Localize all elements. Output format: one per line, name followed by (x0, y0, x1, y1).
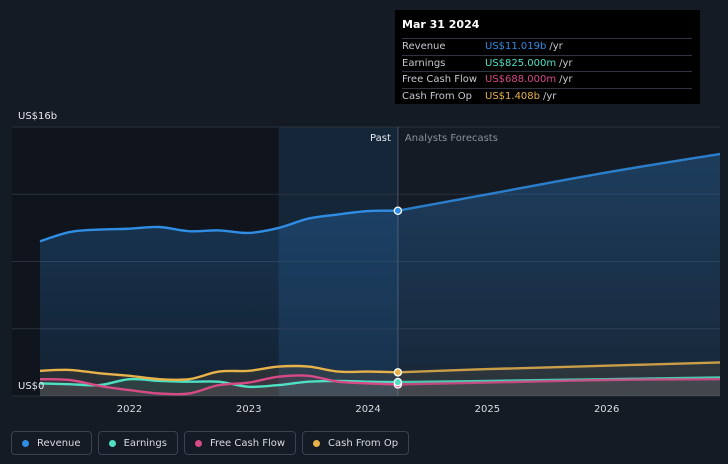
marker-revenue (393, 206, 403, 215)
x-tick-label: 2025 (475, 404, 500, 415)
tooltip-label: Earnings (402, 57, 446, 69)
tooltip-row-earnings: Earnings US$825.000m /yr (402, 54, 692, 72)
x-tick-label: 2026 (594, 404, 619, 415)
tooltip-row-free-cash-flow: Free Cash Flow US$688.000m /yr (402, 71, 692, 88)
marker-earnings (393, 377, 403, 387)
series-line-free-cash-flow (39, 374, 398, 396)
tooltip-label: Free Cash Flow (402, 74, 478, 85)
legend-dot-icon (194, 439, 202, 447)
past-label: Past (370, 133, 391, 144)
tooltip-value: US$1.408b (485, 90, 541, 102)
data-tooltip: Mar 31 2024 Revenue US$11.019b /yr Earni… (395, 10, 700, 104)
forecast-label: Analysts Forecasts (405, 133, 498, 144)
legend-dot-icon (313, 439, 321, 447)
tooltip-label: Revenue (402, 41, 446, 52)
series-area-revenue (40, 153, 720, 396)
x-tick-label: 2022 (117, 404, 142, 415)
legend-label: Earnings (123, 437, 167, 449)
series-line-revenue (39, 209, 398, 243)
tooltip-row-revenue: Revenue US$11.019b /yr (402, 38, 692, 55)
series-area-free-cash-flow (40, 375, 720, 396)
tooltip-unit: /yr (559, 74, 573, 85)
legend-label: Revenue (37, 437, 81, 449)
legend-label: Free Cash Flow (209, 437, 286, 449)
tooltip-unit: /yr (543, 90, 557, 102)
tooltip-row-cash-from-op: Cash From Op US$1.408b /yr (402, 87, 692, 105)
tooltip-value: US$11.019b (485, 41, 547, 52)
legend-label: Cash From Op (328, 437, 399, 449)
forecast-line-cash-from-op (397, 361, 721, 374)
legend-item-cash-from-op[interactable]: Cash From Op (302, 431, 410, 455)
forecast-line-revenue (397, 152, 721, 212)
y-axis-top-label: US$16b (18, 111, 57, 122)
tooltip-value: US$688.000m (485, 74, 557, 85)
tooltip-label: Cash From Op (402, 90, 473, 102)
chart-legend: Revenue Earnings Free Cash Flow Cash Fro… (11, 431, 410, 455)
y-axis-bottom-label: US$0 (18, 381, 44, 392)
legend-item-revenue[interactable]: Revenue (11, 431, 92, 455)
forecast-line-free-cash-flow (397, 378, 721, 386)
legend-item-free-cash-flow[interactable]: Free Cash Flow (183, 431, 297, 455)
legend-item-earnings[interactable]: Earnings (97, 431, 178, 455)
series-line-cash-from-op (39, 364, 398, 382)
marker-cash-from-op (393, 368, 403, 377)
x-tick-label: 2023 (236, 404, 261, 415)
tooltip-unit: /yr (549, 41, 563, 52)
tooltip-date: Mar 31 2024 (402, 18, 480, 31)
tooltip-unit: /yr (559, 57, 573, 69)
legend-dot-icon (22, 439, 29, 447)
x-tick-label: 2024 (355, 404, 380, 415)
legend-dot-icon (108, 439, 116, 447)
tooltip-value: US$825.000m (485, 57, 557, 69)
